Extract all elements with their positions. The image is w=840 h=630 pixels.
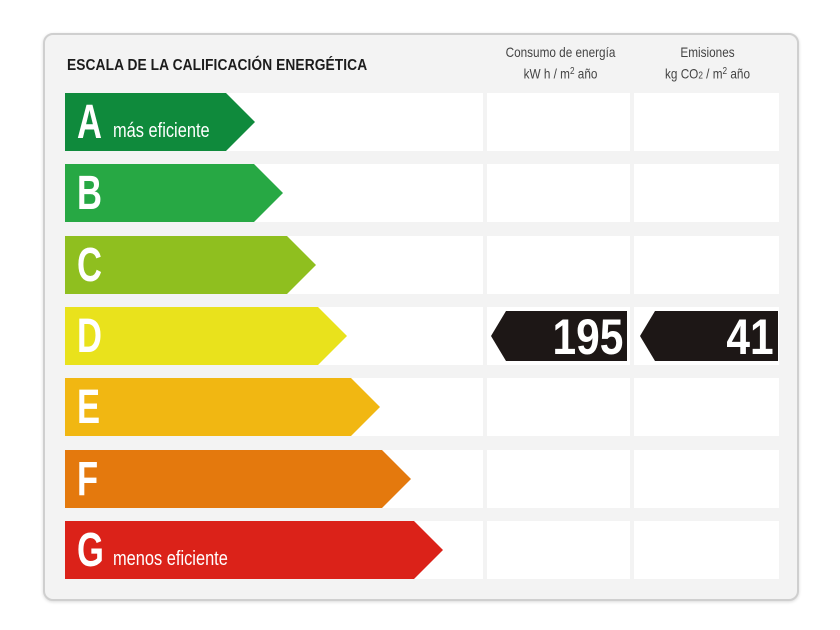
consumo-column-header: Consumo de energía kW h / m2 año <box>500 43 620 83</box>
rating-letter-g: G <box>77 523 104 579</box>
emisiones-header-unit: kg CO2 / m2 año <box>647 62 769 85</box>
consumo-cell-g <box>487 521 630 579</box>
rating-arrow-e: E <box>65 378 380 436</box>
emisiones-column-header: Emisiones kg CO2 / m2 año <box>647 43 769 85</box>
consumo-cell-a <box>487 93 630 151</box>
consumo-cell-f <box>487 450 630 508</box>
rating-label-a: más eficiente <box>113 120 210 143</box>
rating-row-f: F <box>65 450 779 508</box>
emisiones-unit-tail: año <box>727 65 750 81</box>
consumo-unit-tail: año <box>575 65 598 81</box>
energy-rating-card: ESCALA DE LA CALIFICACIÓN ENERGÉTICA Con… <box>43 33 799 601</box>
rating-row-a: A más eficiente <box>65 93 779 151</box>
rating-letter-e: E <box>77 380 100 436</box>
emisiones-header-label: Emisiones <box>647 43 769 62</box>
scale-title: ESCALA DE LA CALIFICACIÓN ENERGÉTICA <box>67 57 367 75</box>
rating-row-b: B <box>65 164 779 222</box>
rating-arrow-a: A más eficiente <box>65 93 255 151</box>
emisiones-value: 41 <box>727 311 774 361</box>
consumo-cell-d: 195 <box>487 307 630 365</box>
rating-row-e: E <box>65 378 779 436</box>
rating-arrow-b: B <box>65 164 283 222</box>
rating-row-g: G menos eficiente <box>65 521 779 579</box>
consumo-header-label: Consumo de energía <box>500 43 620 62</box>
consumo-header-unit: kW h / m2 año <box>500 62 620 83</box>
emisiones-cell-b <box>634 164 779 222</box>
consumo-value-badge: 195 <box>491 311 627 361</box>
emisiones-cell-c <box>634 236 779 294</box>
rating-label-g: menos eficiente <box>113 548 228 571</box>
emisiones-unit-mid: / m <box>703 65 723 81</box>
rating-letter-d: D <box>77 309 102 365</box>
emisiones-cell-d: 41 <box>634 307 779 365</box>
emisiones-unit-kg: kg CO <box>665 65 698 81</box>
consumo-cell-c <box>487 236 630 294</box>
emisiones-cell-g <box>634 521 779 579</box>
rating-letter-c: C <box>77 238 102 294</box>
emisiones-cell-e <box>634 378 779 436</box>
consumo-cell-e <box>487 378 630 436</box>
emisiones-cell-a <box>634 93 779 151</box>
emisiones-cell-f <box>634 450 779 508</box>
rating-arrow-c: C <box>65 236 316 294</box>
consumo-unit-kwh: kW h / m <box>524 65 570 81</box>
rating-arrow-d: D <box>65 307 347 365</box>
rating-letter-a: A <box>77 95 102 151</box>
rating-row-d: D 195 41 <box>65 307 779 365</box>
consumo-value: 195 <box>552 311 623 361</box>
rating-letter-b: B <box>77 166 102 222</box>
consumo-cell-b <box>487 164 630 222</box>
rating-letter-f: F <box>77 452 98 508</box>
rating-arrow-g: G menos eficiente <box>65 521 443 579</box>
rating-arrow-f: F <box>65 450 411 508</box>
rating-row-c: C <box>65 236 779 294</box>
emisiones-value-badge: 41 <box>640 311 778 361</box>
